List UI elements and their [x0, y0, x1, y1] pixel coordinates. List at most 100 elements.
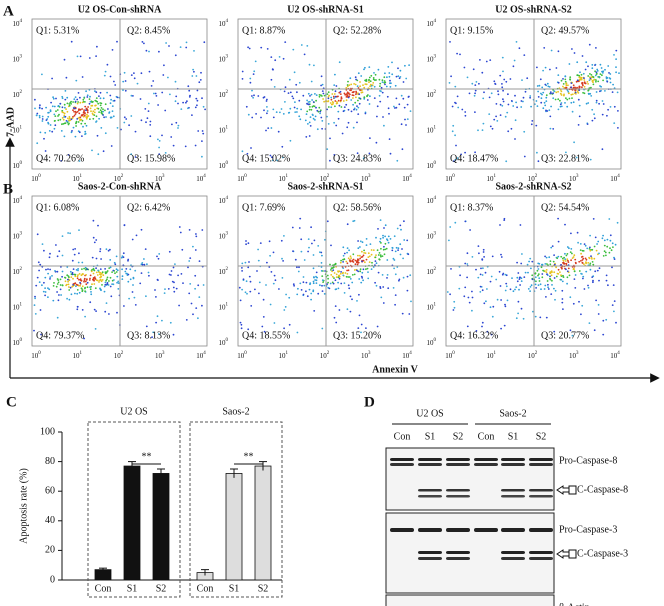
event-dot: [613, 256, 615, 259]
event-dot: [72, 101, 74, 103]
blot-band: [446, 557, 470, 560]
event-dot: [310, 226, 312, 229]
event-dot: [75, 122, 77, 125]
y-tick-label: 60: [45, 485, 55, 496]
event-dot: [595, 80, 597, 83]
x-tick-label: 102: [320, 351, 330, 359]
event-dot: [110, 145, 113, 147]
event-dot: [606, 114, 608, 117]
event-dot: [588, 79, 591, 82]
event-dot: [601, 148, 604, 151]
event-dot: [368, 76, 371, 79]
tick-exponent: 0: [452, 351, 455, 356]
event-dot: [528, 260, 530, 263]
event-dot: [387, 287, 390, 290]
event-dot: [281, 145, 284, 148]
event-dot: [272, 116, 275, 119]
event-dot: [111, 110, 114, 113]
event-dot: [198, 260, 201, 262]
event-dot: [163, 64, 165, 67]
event-dot: [368, 66, 371, 68]
event-dot: [564, 78, 567, 81]
event-dot: [61, 97, 64, 100]
event-dot: [609, 247, 611, 250]
event-dot: [101, 279, 104, 281]
event-dot: [351, 274, 354, 276]
event-dot: [128, 124, 131, 127]
event-dot: [515, 41, 518, 43]
event-dot: [78, 160, 81, 162]
event-dot: [472, 68, 475, 71]
tick-base: 10: [427, 232, 435, 240]
event-dot: [293, 106, 296, 109]
tick-base: 10: [427, 126, 435, 134]
event-dot: [143, 42, 145, 45]
event-dot: [609, 106, 612, 108]
event-dot: [541, 263, 543, 266]
event-dot: [359, 268, 362, 271]
event-dot: [121, 268, 123, 271]
event-dot: [580, 78, 583, 81]
blot-band: [501, 528, 525, 532]
event-dot: [104, 283, 107, 286]
event-dot: [394, 84, 397, 87]
event-dot: [561, 267, 563, 270]
event-dot: [346, 91, 349, 94]
event-dot: [372, 82, 375, 84]
event-dot: [572, 302, 575, 305]
x-tick-label: 102: [528, 351, 538, 359]
event-dot: [169, 93, 171, 96]
event-dot: [567, 267, 570, 270]
event-dot: [365, 258, 368, 261]
event-dot: [565, 254, 568, 257]
event-dot: [588, 43, 591, 46]
event-dot: [130, 115, 133, 117]
event-dot: [321, 90, 324, 92]
event-dot: [340, 271, 342, 273]
event-dot: [570, 232, 572, 235]
event-dot: [266, 106, 268, 108]
event-dot: [595, 79, 597, 81]
event-dot: [497, 90, 499, 93]
event-dot: [292, 283, 295, 286]
y-tick-label: 100: [40, 426, 55, 437]
bar: [225, 473, 243, 581]
event-dot: [175, 287, 178, 290]
event-dot: [365, 83, 368, 86]
event-dot: [537, 96, 540, 98]
event-dot: [379, 82, 382, 85]
event-dot: [539, 78, 542, 81]
event-dot: [73, 282, 76, 285]
event-dot: [66, 297, 68, 300]
event-dot: [186, 100, 188, 103]
event-dot: [518, 288, 520, 291]
event-dot: [109, 259, 112, 261]
event-dot: [64, 98, 67, 101]
event-dot: [89, 286, 91, 289]
event-dot: [576, 74, 579, 77]
event-dot: [357, 240, 359, 242]
event-dot: [173, 281, 175, 284]
event-dot: [589, 262, 592, 265]
event-dot: [272, 282, 275, 285]
event-dot: [66, 274, 69, 277]
event-dot: [343, 92, 346, 95]
event-dot: [104, 281, 107, 284]
event-dot: [588, 93, 590, 95]
event-dot: [359, 240, 362, 243]
event-dot: [572, 86, 575, 89]
event-dot: [348, 249, 350, 252]
event-dot: [545, 94, 548, 97]
event-dot: [481, 274, 484, 276]
event-dot: [399, 76, 402, 78]
event-dot: [565, 268, 567, 271]
event-dot: [316, 128, 319, 131]
event-dot: [553, 90, 556, 93]
event-dot: [131, 238, 134, 241]
event-dot: [64, 90, 67, 92]
event-dot: [79, 279, 82, 282]
event-dot: [479, 273, 482, 276]
event-dot: [352, 91, 355, 94]
event-dot: [84, 315, 86, 318]
